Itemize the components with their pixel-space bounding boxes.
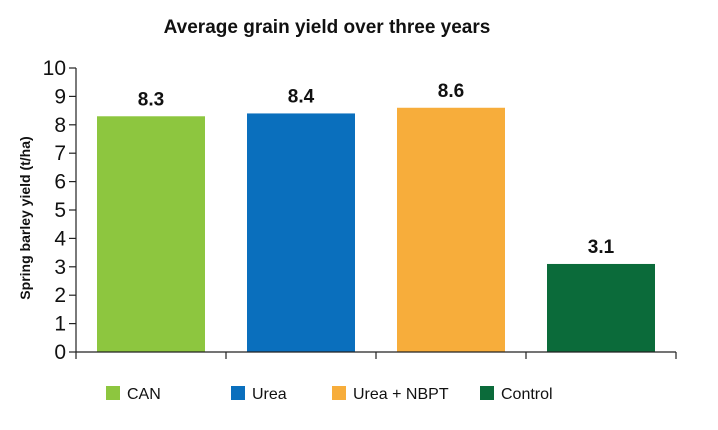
legend: CAN Urea Urea + NBPT Control	[106, 386, 553, 403]
bars	[97, 107, 655, 352]
y-tick-label: 0	[54, 341, 66, 364]
bar-can	[97, 116, 205, 352]
y-tick-label: 10	[43, 57, 66, 80]
y-axis-ticks: 0 1 2 3 4 5 6 7 8 9 10	[43, 57, 76, 364]
legend-label: CAN	[127, 386, 161, 403]
data-labels: 8.3 8.4 8.6 3.1	[138, 81, 615, 258]
y-tick-label: 8	[54, 114, 66, 137]
legend-swatch	[332, 386, 346, 400]
data-label: 8.6	[438, 81, 464, 102]
legend-item: CAN	[106, 386, 161, 403]
legend-label: Urea	[252, 386, 287, 403]
x-axis-ticks	[75, 352, 677, 359]
data-label: 3.1	[588, 237, 615, 258]
y-tick-label: 5	[54, 199, 66, 222]
legend-swatch	[106, 386, 120, 400]
y-axis-label: Spring barley yield (t/ha)	[17, 136, 33, 299]
legend-item: Control	[480, 386, 553, 403]
y-tick-label: 1	[54, 313, 66, 336]
y-tick-label: 6	[54, 171, 66, 194]
y-tick-label: 9	[54, 85, 66, 108]
legend-swatch	[480, 386, 494, 400]
bar-urea-nbpt	[397, 107, 505, 352]
data-label: 8.4	[288, 86, 315, 107]
bar-control	[547, 263, 655, 352]
y-tick-label: 3	[54, 256, 66, 279]
data-label: 8.3	[138, 89, 164, 110]
legend-label: Urea + NBPT	[353, 386, 449, 403]
legend-item: Urea	[231, 386, 287, 403]
chart-title: Average grain yield over three years	[164, 17, 491, 38]
legend-label: Control	[501, 386, 553, 403]
y-tick-label: 7	[54, 142, 66, 165]
y-tick-label: 4	[54, 227, 66, 250]
legend-swatch	[231, 386, 245, 400]
y-tick-label: 2	[54, 284, 66, 307]
legend-item: Urea + NBPT	[332, 386, 449, 403]
bar-urea	[247, 113, 355, 352]
